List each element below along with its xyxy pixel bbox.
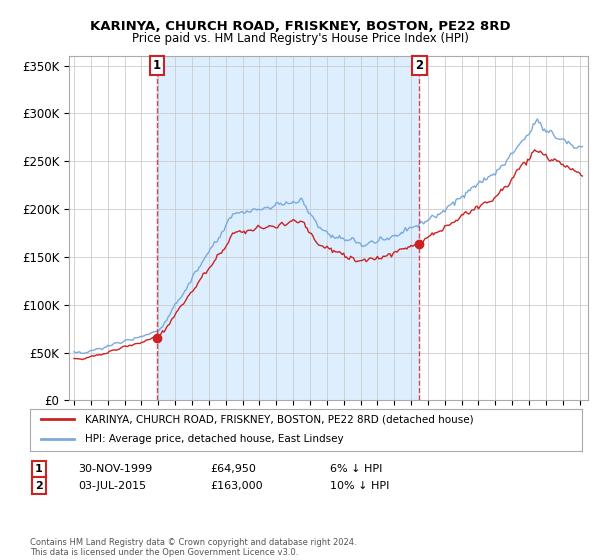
Text: KARINYA, CHURCH ROAD, FRISKNEY, BOSTON, PE22 8RD (detached house): KARINYA, CHURCH ROAD, FRISKNEY, BOSTON, … [85,414,474,424]
Text: Contains HM Land Registry data © Crown copyright and database right 2024.
This d: Contains HM Land Registry data © Crown c… [30,538,356,557]
Text: 6% ↓ HPI: 6% ↓ HPI [330,464,382,474]
Text: KARINYA, CHURCH ROAD, FRISKNEY, BOSTON, PE22 8RD: KARINYA, CHURCH ROAD, FRISKNEY, BOSTON, … [89,20,511,32]
Text: £64,950: £64,950 [210,464,256,474]
Text: 03-JUL-2015: 03-JUL-2015 [78,480,146,491]
Text: 2: 2 [35,480,43,491]
Text: 30-NOV-1999: 30-NOV-1999 [78,464,152,474]
Text: £163,000: £163,000 [210,480,263,491]
Text: 1: 1 [35,464,43,474]
Text: HPI: Average price, detached house, East Lindsey: HPI: Average price, detached house, East… [85,434,344,444]
Text: 10% ↓ HPI: 10% ↓ HPI [330,480,389,491]
Text: Price paid vs. HM Land Registry's House Price Index (HPI): Price paid vs. HM Land Registry's House … [131,32,469,45]
Text: 2: 2 [415,59,424,72]
Bar [157,56,419,400]
Text: 1: 1 [153,59,161,72]
